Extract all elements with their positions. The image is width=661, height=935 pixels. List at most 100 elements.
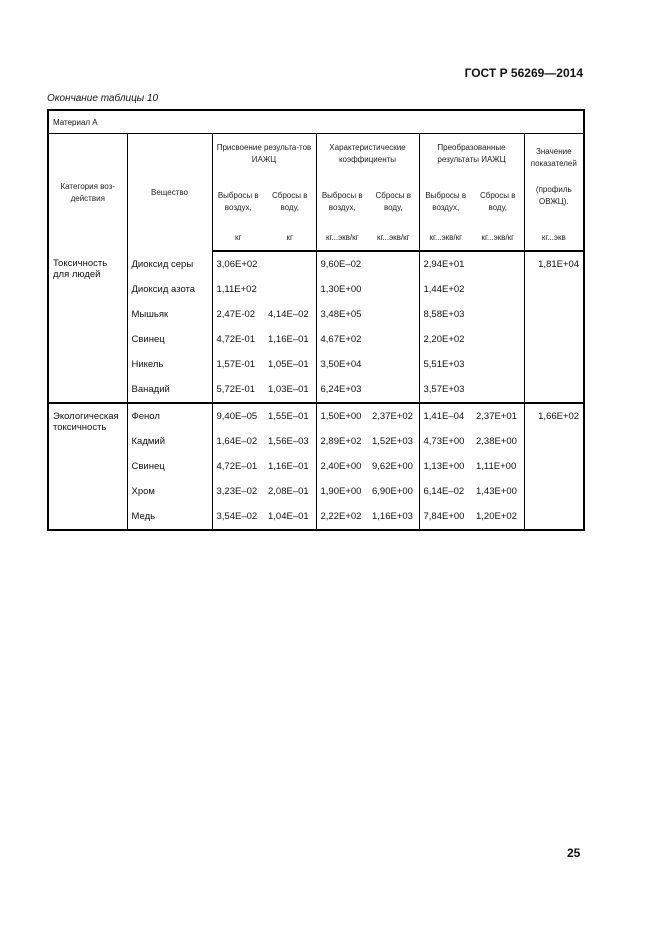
value-cell: 3,54E–02 [211,504,264,530]
value-cell: 5,72E-01 [211,377,264,403]
last-col-title: Значение показателей [530,147,577,168]
value-cell: 6,24E+03 [315,377,368,403]
unit-label: кг...экв/кг [315,232,368,252]
value-cell: 2,89E+02 [315,429,368,454]
value-cell: 1,56E–03 [268,436,309,447]
value-cell: 2,37E+01 [472,402,524,429]
sub-header-air: Выбросы в воздух, [211,180,264,232]
standard-number: ГОСТ Р 56269—2014 [464,66,583,80]
value-cell: 1,64E–02 [211,429,264,454]
table-row: Кадмий 1,64E–02 1,56E–03 2,89E+02 1,52E+03 4,… [48,429,584,454]
table-row: Хром 3,23E–02 2,08E–01 1,90E+00 6,90E+00 6,14… [48,479,584,504]
category-cell: Токсичность для людей [53,258,108,280]
value-cell [368,277,419,302]
table-caption: Окончание таблицы 10 [47,93,159,104]
value-cell [264,277,316,302]
value-cell: 1,43E+00 [476,486,517,497]
value-cell: 1,11E+00 [476,461,517,472]
substance-cell: Медь [126,504,212,530]
value-cell: 8,58E+03 [418,302,472,327]
value-cell: 9,60E–02 [315,251,368,277]
substance-cell: Мышьяк [126,302,212,327]
last-col-header: Значение показателей (профиль ОВЖЦ). [523,133,585,232]
value-cell: 4,67E+02 [315,327,368,352]
sub-header-air: Выбросы в воздух, [315,180,368,232]
value-cell [368,327,419,352]
value-cell [472,277,524,302]
data-table: Материал А Категория воз-действия Вещест… [47,109,586,531]
value-cell: 7,84E+00 [418,504,472,530]
value-cell: 2,94E+01 [418,251,472,277]
group-header: Присвоение результа-тов ИАЖЦ [211,133,316,180]
value-cell [472,327,524,352]
value-cell [368,302,419,327]
value-cell [368,377,419,403]
table-row: Медь 3,54E–02 1,04E–01 2,22E+02 1,16E+03 7,84… [48,504,584,530]
value-cell: 2,20E+02 [418,327,472,352]
col-substance-header: Вещество [126,133,212,251]
unit-label: кг...экв/кг [418,232,472,252]
value-cell: 4,14E–02 [268,309,309,320]
unit-label: кг [211,232,264,252]
value-cell [472,352,524,377]
value-cell: 3,50E+04 [315,352,368,377]
value-cell: 1,41E–04 [418,402,472,429]
value-cell: 6,90E+00 [372,486,413,497]
value-cell: 1,55E–01 [264,402,316,429]
value-cell: 1,57E-01 [211,352,264,377]
value-cell: 4,72E-01 [211,327,264,352]
value-cell: 3,23E–02 [211,479,264,504]
value-cell: 1,16E–01 [268,334,309,345]
value-cell [472,251,524,277]
value-cell: 1,20E+02 [476,511,517,522]
substance-cell: Свинец [126,454,212,479]
value-cell: 4,72E–01 [211,454,264,479]
unit-label: кг...экв/кг [368,232,419,252]
value-cell: 2,47E-02 [211,302,264,327]
value-cell: 3,06E+02 [211,251,264,277]
value-cell: 3,48E+05 [315,302,368,327]
value-cell: 1,44E+02 [418,277,472,302]
sub-header-air: Выбросы в воздух, [418,180,472,232]
table-row: Мышьяк 2,47E-02 4,14E–02 3,48E+05 8,58E+03 [48,302,584,327]
value-cell: 1,04E–01 [268,511,309,522]
substance-cell: Ванадий [126,377,212,403]
substance-cell: Хром [126,479,212,504]
value-cell [472,302,524,327]
sub-header-water: Сбросы в воду, [375,191,411,212]
unit-label: кг...экв/кг [472,232,524,252]
sub-header-water: Сбросы в воду, [480,191,516,212]
value-cell [368,352,419,377]
last-col-subtitle: (профиль ОВЖЦ). [535,185,572,206]
substance-cell: Никель [126,352,212,377]
table-row: Диоксид азота 1,11E+02 1,30E+00 1,44E+02 [48,277,584,302]
value-cell: 3,57E+03 [418,377,472,403]
sub-header-water: Сбросы в воду, [272,191,308,212]
value-cell [368,251,419,277]
table-row: Никель 1,57E-01 1,05E–01 3,50E+04 5,51E+03 [48,352,584,377]
material-label: Материал А [48,110,585,134]
value-cell: 5,51E+03 [418,352,472,377]
value-cell: 2,38E+00 [476,436,517,447]
value-cell: 9,62E+00 [372,461,413,472]
value-cell: 1,30E+00 [315,277,368,302]
col-category-header: Категория воз-действия [60,181,115,203]
table-row: Свинец 4,72E-01 1,16E–01 4,67E+02 2,20E+02 [48,327,584,352]
table-row: Ванадий 5,72E-01 1,03E–01 6,24E+03 3,57E+03 [48,377,584,403]
value-cell: 2,22E+02 [315,504,368,530]
value-cell: 6,14E–02 [418,479,472,504]
value-cell [264,251,316,277]
unit-label: кг [264,232,316,252]
group-header: Характеристические коэффициенты [315,133,419,180]
category-cell: Экологическая токсичность [48,402,127,530]
value-cell: 1,11E+02 [211,277,264,302]
substance-cell: Фенол [126,402,212,429]
total-cell: 1,81E+04 [523,251,585,403]
value-cell: 9,40E–05 [211,402,264,429]
substance-cell: Диоксид азота [126,277,212,302]
total-cell: 1,66E+02 [523,402,585,530]
unit-label: кг...экв [523,232,585,252]
value-cell: 1,90E+00 [315,479,368,504]
table-row: Свинец 4,72E–01 1,16E–01 2,40E+00 9,62E+00 1,… [48,454,584,479]
